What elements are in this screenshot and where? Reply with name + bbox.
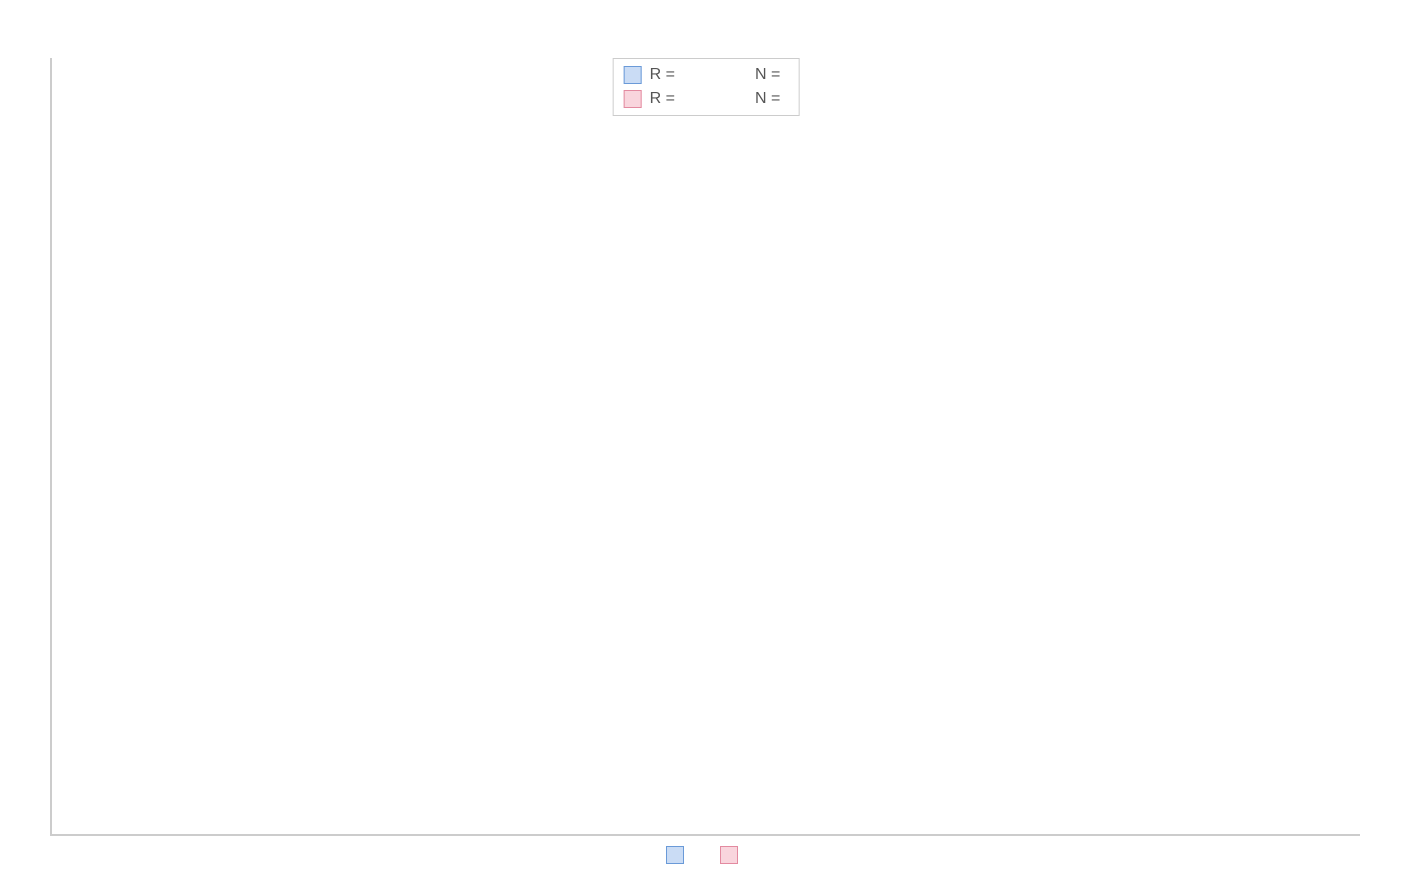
legend-item-kenya <box>666 846 692 864</box>
legend-item-china <box>720 846 746 864</box>
swatch-icon <box>720 846 738 864</box>
swatch-icon <box>666 846 684 864</box>
trend-lines <box>52 58 1360 834</box>
bottom-legend <box>666 846 746 864</box>
plot-area: R = N = R = N = <box>50 58 1360 836</box>
chart-container: R = N = R = N = <box>0 0 1406 892</box>
